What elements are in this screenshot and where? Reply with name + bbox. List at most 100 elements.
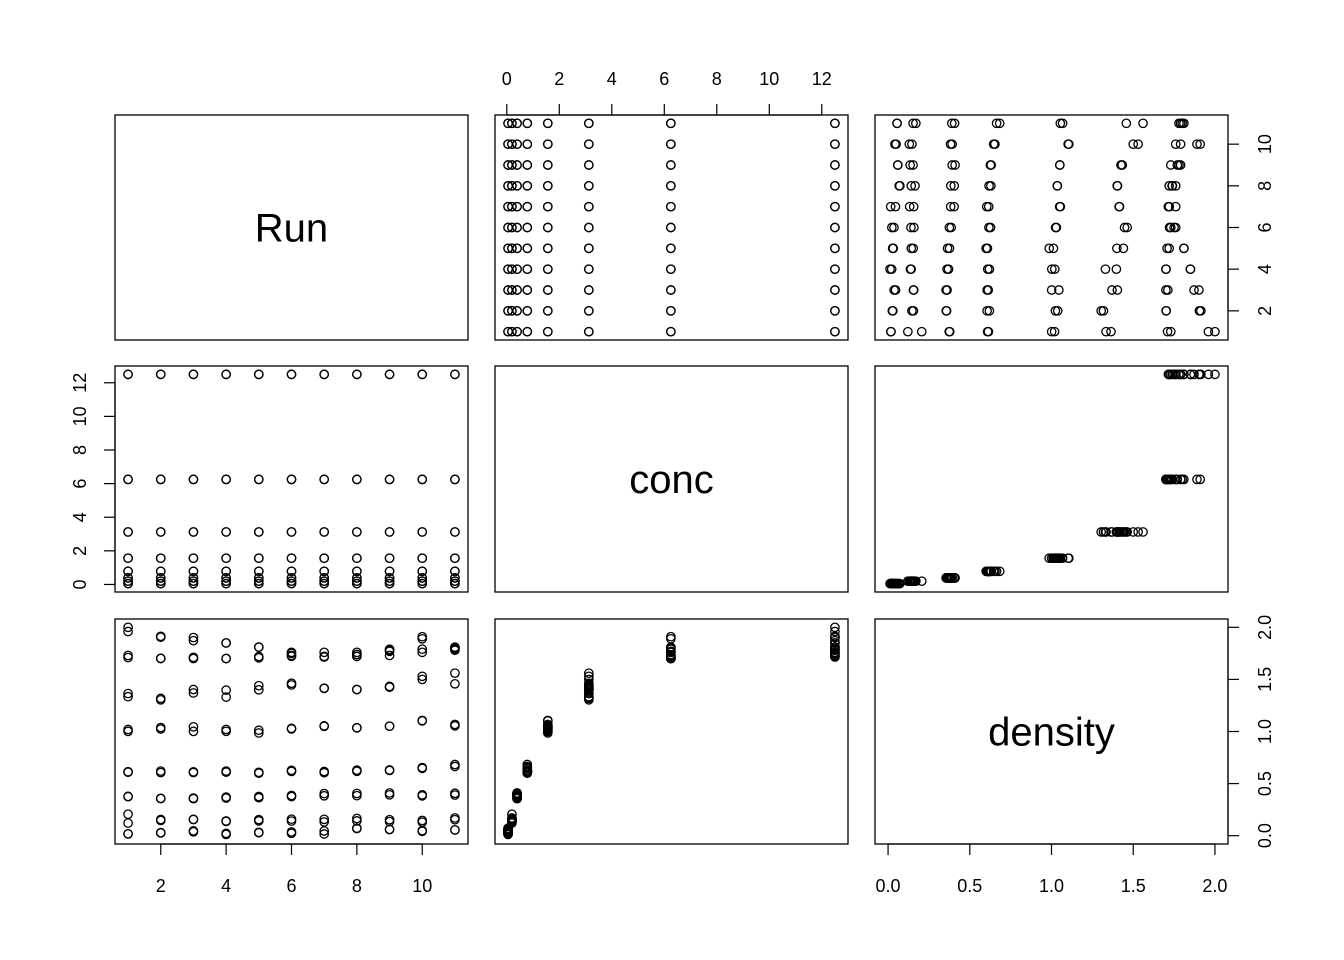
point-density-vs-Run	[1174, 118, 1184, 129]
point-density-vs-Run	[1046, 326, 1057, 337]
point-conc-vs-Run	[830, 326, 840, 337]
point-Run-vs-conc	[417, 474, 428, 485]
point-Run-vs-conc	[221, 474, 231, 485]
point-density-vs-Run	[983, 201, 994, 212]
point-Run-vs-conc	[188, 576, 199, 587]
point-conc-vs-density	[583, 674, 594, 685]
point-Run-vs-conc	[253, 566, 264, 577]
point-conc-vs-Run	[512, 160, 522, 170]
point-density-vs-conc	[1177, 474, 1188, 485]
point-Run-vs-conc	[221, 369, 231, 380]
point-conc-vs-density	[666, 643, 676, 654]
point-density-vs-Run	[1054, 160, 1065, 170]
point-density-vs-conc	[1172, 474, 1183, 485]
tick-label-conc: 6	[659, 69, 669, 89]
point-conc-vs-Run	[512, 326, 522, 337]
tick-label-Run: 6	[1255, 222, 1275, 232]
tick-label-density: 2.0	[1255, 615, 1275, 640]
point-density-vs-Run	[908, 160, 918, 170]
point-Run-vs-density	[450, 761, 460, 772]
tick-label-Run: 4	[1255, 264, 1275, 274]
point-density-vs-Run	[1163, 201, 1174, 212]
point-Run-vs-conc	[450, 576, 460, 587]
tick-label-density: 2.0	[1202, 876, 1227, 896]
point-Run-vs-conc	[221, 578, 231, 589]
point-Run-vs-density	[384, 682, 395, 693]
point-conc-vs-Run	[666, 139, 676, 150]
tick-label-conc: 8	[70, 445, 90, 455]
point-conc-vs-Run	[512, 264, 522, 275]
point-Run-vs-density	[221, 685, 231, 696]
point-conc-vs-density	[830, 626, 840, 637]
point-Run-vs-conc	[319, 553, 330, 564]
point-Run-vs-density	[286, 814, 297, 825]
point-conc-vs-Run	[542, 139, 553, 150]
point-Run-vs-density	[253, 792, 264, 803]
point-conc-vs-density	[522, 759, 533, 770]
point-Run-vs-conc	[384, 578, 395, 589]
point-density-vs-Run	[908, 118, 918, 129]
point-conc-vs-Run	[507, 243, 517, 254]
point-Run-vs-conc	[286, 369, 297, 380]
point-Run-vs-conc	[352, 566, 362, 577]
point-Run-vs-density	[286, 648, 297, 659]
point-Run-vs-conc	[450, 573, 460, 583]
point-density-vs-Run	[1185, 264, 1196, 275]
point-Run-vs-density	[450, 678, 460, 689]
point-density-vs-Run	[1161, 264, 1171, 275]
point-Run-vs-conc	[188, 566, 199, 577]
point-Run-vs-density	[384, 645, 395, 656]
point-Run-vs-density	[123, 767, 133, 778]
point-density-vs-Run	[887, 305, 898, 316]
point-Run-vs-density	[286, 827, 297, 837]
point-Run-vs-conc	[123, 553, 133, 564]
point-conc-vs-Run	[542, 326, 553, 337]
point-density-vs-Run	[1165, 326, 1176, 337]
point-Run-vs-conc	[286, 566, 297, 577]
point-Run-vs-conc	[319, 369, 330, 380]
panel-frame-Run-Run	[114, 114, 469, 341]
point-Run-vs-conc	[352, 573, 362, 583]
tick-label-conc: 10	[70, 406, 90, 426]
point-density-vs-Run	[945, 201, 956, 212]
point-Run-vs-conc	[155, 369, 166, 380]
point-density-vs-Run	[904, 139, 915, 150]
point-density-vs-Run	[885, 201, 896, 212]
point-density-vs-Run	[1195, 139, 1206, 150]
point-Run-vs-density	[450, 788, 460, 799]
point-Run-vs-density	[352, 766, 362, 777]
tick-label-conc: 0	[502, 69, 512, 89]
point-conc-vs-Run	[666, 118, 676, 129]
point-Run-vs-density	[188, 767, 199, 778]
point-density-vs-conc	[911, 576, 921, 587]
point-density-vs-Run	[908, 285, 919, 295]
point-Run-vs-conc	[450, 474, 460, 485]
point-density-vs-Run	[991, 118, 1002, 129]
point-Run-vs-density	[450, 719, 460, 730]
point-Run-vs-density	[155, 693, 166, 704]
point-conc-vs-Run	[512, 118, 522, 129]
point-Run-vs-conc	[352, 369, 362, 380]
point-density-vs-Run	[902, 326, 913, 337]
point-density-vs-Run	[904, 201, 915, 212]
point-Run-vs-density	[450, 759, 460, 770]
point-density-vs-Run	[1112, 243, 1122, 254]
point-conc-vs-Run	[512, 180, 522, 191]
point-density-vs-conc	[985, 566, 996, 577]
point-density-vs-Run	[1179, 243, 1189, 254]
point-density-vs-Run	[994, 118, 1005, 129]
point-density-vs-Run	[908, 243, 919, 254]
point-density-vs-Run	[1162, 326, 1173, 337]
point-density-vs-conc	[904, 576, 915, 587]
point-density-vs-Run	[1107, 285, 1117, 295]
point-Run-vs-conc	[221, 573, 231, 583]
point-density-vs-conc	[1174, 369, 1184, 380]
point-density-vs-Run	[910, 180, 920, 191]
point-density-vs-Run	[949, 201, 959, 212]
point-Run-vs-density	[221, 638, 231, 648]
point-Run-vs-conc	[188, 369, 199, 380]
point-Run-vs-density	[417, 671, 428, 682]
point-conc-vs-density	[830, 632, 840, 643]
point-density-vs-conc	[1133, 527, 1143, 537]
point-density-vs-Run	[1165, 160, 1176, 170]
